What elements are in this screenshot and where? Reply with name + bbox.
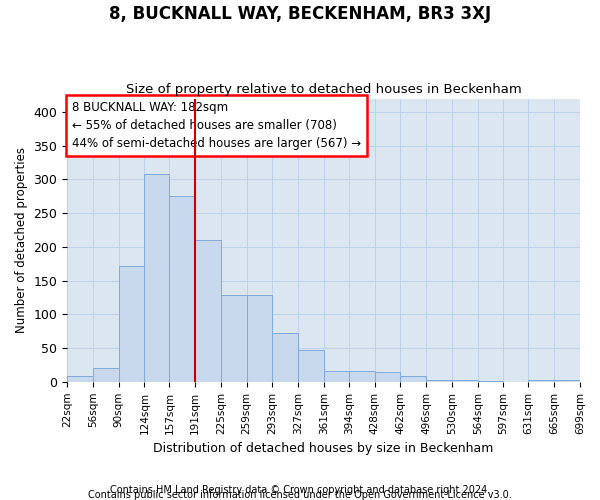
Bar: [554, 380, 580, 382]
Y-axis label: Number of detached properties: Number of detached properties: [15, 147, 28, 333]
Text: 8 BUCKNALL WAY: 182sqm
← 55% of detached houses are smaller (708)
44% of semi-de: 8 BUCKNALL WAY: 182sqm ← 55% of detached…: [72, 102, 361, 150]
Bar: [93, 368, 119, 382]
Bar: [452, 380, 478, 382]
Bar: [145, 174, 169, 382]
Bar: [529, 380, 554, 382]
Title: Size of property relative to detached houses in Beckenham: Size of property relative to detached ho…: [126, 83, 521, 96]
Bar: [272, 332, 298, 382]
Text: Contains HM Land Registry data © Crown copyright and database right 2024.: Contains HM Land Registry data © Crown c…: [110, 485, 490, 495]
Bar: [221, 296, 247, 382]
Bar: [375, 372, 400, 382]
Text: 8, BUCKNALL WAY, BECKENHAM, BR3 3XJ: 8, BUCKNALL WAY, BECKENHAM, BR3 3XJ: [109, 5, 491, 23]
Bar: [67, 376, 93, 382]
Bar: [400, 376, 426, 382]
Bar: [349, 371, 375, 382]
Bar: [119, 266, 145, 382]
Bar: [298, 350, 324, 382]
Bar: [426, 380, 452, 382]
Bar: [324, 371, 349, 382]
Text: Contains public sector information licensed under the Open Government Licence v3: Contains public sector information licen…: [88, 490, 512, 500]
Bar: [169, 196, 195, 382]
Bar: [195, 240, 221, 382]
Bar: [247, 296, 272, 382]
X-axis label: Distribution of detached houses by size in Beckenham: Distribution of detached houses by size …: [154, 442, 494, 455]
Bar: [478, 381, 503, 382]
